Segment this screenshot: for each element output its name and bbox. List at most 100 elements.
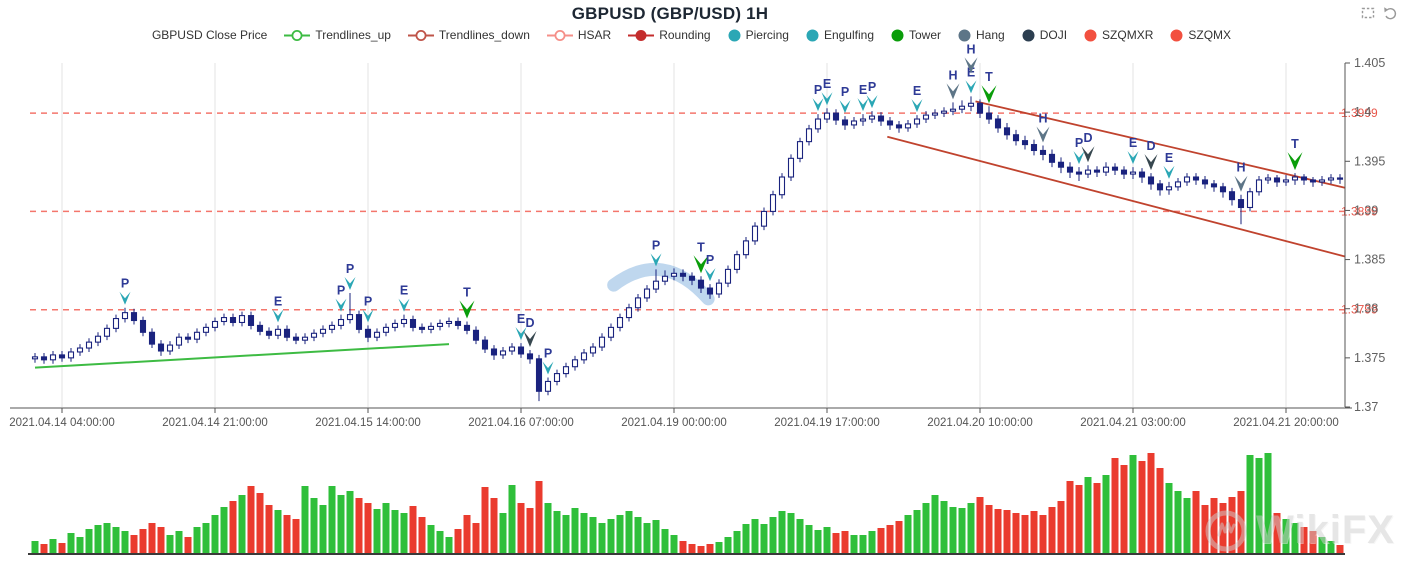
legend-label: GBPUSD Close Price bbox=[151, 28, 268, 42]
engulfing-marker-letter: E bbox=[913, 84, 921, 98]
hang-marker-letter: H bbox=[1038, 112, 1047, 126]
hsar-lines: 1.3999 1.3899 1.3799 bbox=[30, 106, 1378, 317]
toolbox bbox=[1360, 5, 1397, 21]
doji-marker-arrow-icon bbox=[1144, 154, 1158, 171]
engulfing-marker-arrow-icon bbox=[965, 80, 977, 94]
legend-label: Trendlines_down bbox=[438, 28, 530, 42]
engulfing-marker-letter: E bbox=[859, 83, 867, 97]
engulfing-marker-arrow-icon bbox=[1163, 165, 1175, 179]
x-axis-label: 2021.04.14 21:00:00 bbox=[162, 417, 268, 429]
piercing-marker-letter: P bbox=[346, 262, 354, 276]
tower-marker-letter: T bbox=[1291, 137, 1299, 151]
legend-label: Tower bbox=[909, 28, 942, 42]
hsar-level-label: 1.3999 bbox=[1341, 106, 1378, 120]
legend-symbol-icon bbox=[1022, 29, 1035, 41]
hang-marker-arrow-icon bbox=[946, 83, 960, 100]
legend-symbol-icon bbox=[1170, 29, 1183, 41]
engulfing-marker-arrow-icon bbox=[1127, 151, 1139, 165]
tower-marker-arrow-icon bbox=[693, 255, 709, 274]
hang-marker-arrow-icon bbox=[1036, 126, 1050, 143]
candlesticks bbox=[31, 96, 1344, 402]
legend-symbol-icon bbox=[407, 29, 434, 41]
piercing-marker-arrow-icon bbox=[344, 276, 356, 290]
legend-label: DOJI bbox=[1039, 28, 1068, 42]
pattern-markers: PEPPPETEDPPTPPEPEPEHEHTHPDEDEHT bbox=[119, 42, 1303, 375]
legend-label: SZQMXR bbox=[1102, 28, 1154, 42]
legend-label: Engulfing bbox=[823, 28, 874, 42]
piercing-marker-arrow-icon bbox=[1073, 151, 1085, 165]
piercing-marker-arrow-icon bbox=[704, 268, 716, 282]
x-axis-label: 2021.04.21 03:00:00 bbox=[1080, 417, 1186, 429]
engulfing-marker-letter: E bbox=[1129, 136, 1137, 150]
legend-symbol-icon bbox=[546, 29, 573, 41]
hsar-level-label: 1.3899 bbox=[1341, 204, 1378, 218]
zoom-select-icon[interactable] bbox=[1360, 5, 1376, 21]
volume-bars bbox=[31, 453, 1344, 553]
engulfing-marker-arrow-icon bbox=[398, 298, 410, 312]
engulfing-marker-arrow-icon bbox=[515, 327, 527, 341]
hang-marker-letter: H bbox=[966, 42, 975, 56]
legend-item-trendlines-up[interactable]: Trendlines_up bbox=[284, 28, 391, 42]
legend-item-gbpusd-close-price[interactable]: GBPUSD Close Price bbox=[152, 28, 267, 42]
doji-marker-letter: D bbox=[525, 316, 534, 330]
rounding-pattern-highlight bbox=[607, 262, 715, 306]
piercing-marker-letter: P bbox=[544, 347, 552, 361]
y-axis: 1.405 1.4 1.395 1.39 1.385 1.38 1.375 1.37 bbox=[1344, 56, 1385, 414]
doji-marker-letter: D bbox=[1146, 139, 1155, 153]
x-axis-label: 2021.04.14 04:00:00 bbox=[9, 417, 115, 429]
legend-symbol-icon bbox=[628, 29, 655, 41]
y-axis-label: 1.37 bbox=[1354, 400, 1378, 414]
legend-label: Trendlines_up bbox=[315, 28, 391, 42]
trendline-down-upper bbox=[975, 100, 1346, 189]
hang-marker-arrow-icon bbox=[964, 57, 978, 74]
legend-item-szqmx[interactable]: SZQMX bbox=[1170, 28, 1231, 42]
legend-symbol-icon bbox=[891, 29, 904, 41]
chart-legend: GBPUSD Close Price Trendlines_up Trendline… bbox=[40, 28, 1343, 42]
legend-item-doji[interactable]: DOJI bbox=[1022, 28, 1067, 42]
y-axis-label: 1.4 bbox=[1354, 105, 1371, 119]
legend-item-trendlines-down[interactable]: Trendlines_down bbox=[407, 28, 530, 42]
engulfing-marker-arrow-icon bbox=[272, 309, 284, 323]
legend-item-hsar[interactable]: HSAR bbox=[546, 28, 611, 42]
tower-marker-letter: T bbox=[985, 70, 993, 84]
trendline-down-lower bbox=[887, 135, 1346, 258]
legend-item-szqmxr[interactable]: SZQMXR bbox=[1084, 28, 1153, 42]
legend-symbol-icon bbox=[958, 29, 971, 41]
engulfing-marker-arrow-icon bbox=[857, 98, 869, 112]
x-axis-label: 2021.04.20 10:00:00 bbox=[927, 417, 1033, 429]
x-axis: 2021.04.14 04:00:00 2021.04.14 21:00:00 20… bbox=[9, 407, 1352, 429]
engulfing-marker-arrow-icon bbox=[911, 99, 923, 113]
legend-item-engulfing[interactable]: Engulfing bbox=[806, 28, 874, 42]
legend-item-hang[interactable]: Hang bbox=[958, 28, 1005, 42]
piercing-marker-letter: P bbox=[121, 277, 129, 291]
piercing-marker-arrow-icon bbox=[839, 100, 851, 114]
tower-marker-letter: T bbox=[463, 285, 471, 299]
legend-symbol-icon bbox=[284, 29, 311, 41]
y-axis-label: 1.375 bbox=[1354, 351, 1385, 365]
legend-item-rounding[interactable]: Rounding bbox=[628, 28, 711, 42]
x-axis-label: 2021.04.19 00:00:00 bbox=[621, 417, 727, 429]
legend-item-tower[interactable]: Tower bbox=[891, 28, 941, 42]
piercing-marker-letter: P bbox=[868, 80, 876, 94]
legend-label: Rounding bbox=[659, 28, 711, 42]
tower-marker-arrow-icon bbox=[981, 85, 997, 104]
restore-icon[interactable] bbox=[1383, 5, 1397, 21]
piercing-marker-letter: P bbox=[814, 83, 822, 97]
x-axis-label: 2021.04.19 17:00:00 bbox=[774, 417, 880, 429]
piercing-marker-letter: P bbox=[706, 253, 714, 267]
x-axis-label: 2021.04.15 14:00:00 bbox=[315, 417, 421, 429]
legend-label: SZQMX bbox=[1188, 28, 1232, 42]
y-axis-label: 1.385 bbox=[1354, 253, 1385, 267]
engulfing-marker-letter: E bbox=[400, 284, 408, 298]
piercing-marker-letter: P bbox=[841, 85, 849, 99]
piercing-marker-letter: P bbox=[1075, 136, 1083, 150]
engulfing-marker-letter: E bbox=[274, 294, 282, 308]
legend-item-piercing[interactable]: Piercing bbox=[728, 28, 789, 42]
piercing-marker-letter: P bbox=[364, 294, 372, 308]
piercing-marker-arrow-icon bbox=[542, 361, 554, 375]
piercing-marker-arrow-icon bbox=[866, 95, 878, 109]
y-axis-label: 1.38 bbox=[1354, 302, 1378, 316]
legend-label: Piercing bbox=[745, 28, 789, 42]
doji-marker-arrow-icon bbox=[1081, 146, 1095, 163]
